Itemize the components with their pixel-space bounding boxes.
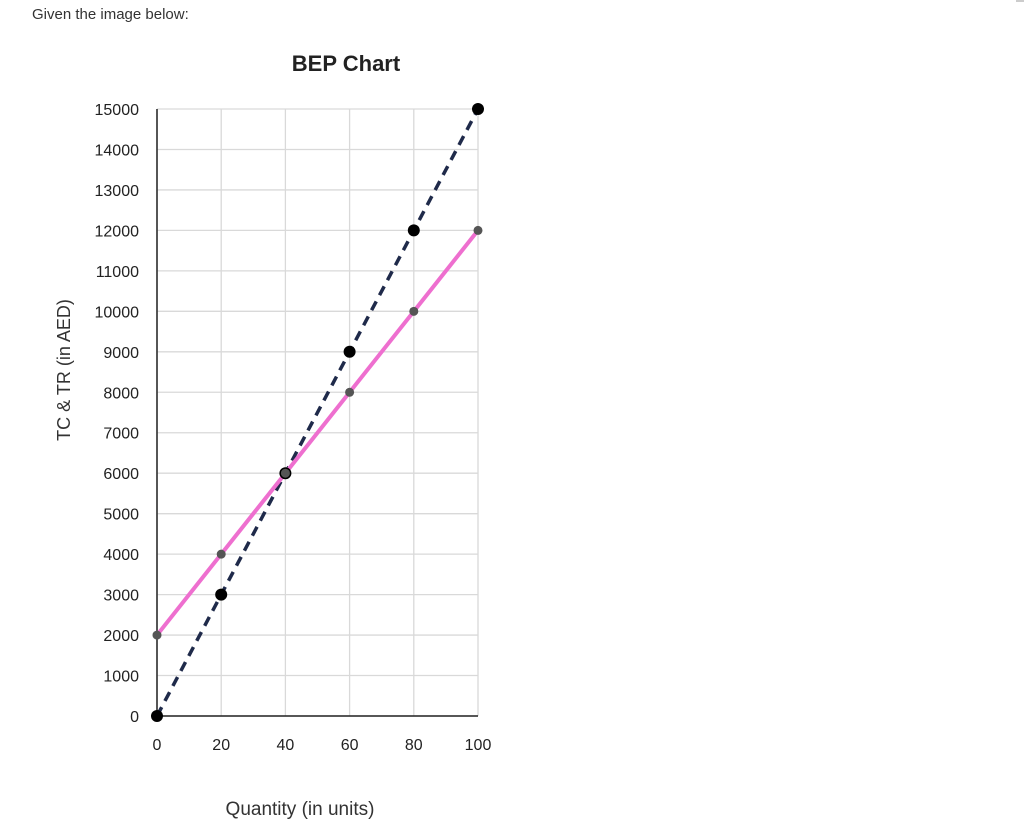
y-tick-label: 0 — [130, 709, 139, 726]
x-tick-label: 80 — [405, 737, 423, 754]
data-point-tc — [473, 225, 483, 235]
data-point-tr — [151, 710, 163, 722]
chart-axes — [156, 109, 478, 717]
data-point-tc — [409, 306, 419, 316]
x-axis-label: Quantity (in units) — [226, 799, 375, 820]
y-tick-label: 4000 — [103, 547, 139, 564]
data-point-tr — [215, 588, 228, 601]
y-tick-label: 14000 — [95, 142, 140, 159]
chart-tick-labels: 0100020003000400050006000700080009000100… — [95, 102, 492, 754]
series-line-tr — [155, 108, 480, 717]
data-point-tr — [472, 103, 484, 115]
y-tick-label: 15000 — [95, 102, 140, 119]
y-tick-label: 11000 — [96, 264, 139, 281]
y-tick-label: 13000 — [95, 183, 140, 200]
x-tick-label: 0 — [153, 737, 162, 754]
y-tick-label: 2000 — [103, 628, 139, 645]
x-tick-label: 60 — [341, 737, 359, 754]
data-point-tc — [345, 387, 355, 397]
data-point-tc — [152, 630, 162, 640]
y-tick-label: 7000 — [103, 426, 139, 443]
x-tick-label: 20 — [212, 737, 230, 754]
chart-title: BEP Chart — [292, 51, 401, 76]
chart-series-lines — [155, 108, 480, 717]
chart-grid — [156, 108, 479, 717]
chart-series-markers — [151, 103, 484, 722]
y-tick-label: 10000 — [95, 304, 140, 321]
x-tick-label: 100 — [465, 737, 492, 754]
y-axis-label: TC & TR (in AED) — [54, 299, 74, 441]
question-intro-text: Given the image below: — [32, 6, 189, 23]
data-point-tc — [216, 549, 226, 559]
y-tick-label: 6000 — [103, 466, 139, 483]
data-point-tr — [407, 224, 420, 237]
data-point-tc — [280, 468, 290, 478]
y-tick-label: 3000 — [103, 588, 139, 605]
y-tick-label: 9000 — [103, 345, 139, 362]
data-point-tr — [343, 345, 356, 358]
y-tick-label: 1000 — [103, 669, 139, 686]
y-tick-label: 8000 — [103, 385, 139, 402]
y-tick-label: 12000 — [95, 223, 140, 240]
scrollbar-edge — [1016, 0, 1024, 2]
x-tick-label: 40 — [277, 737, 295, 754]
y-tick-label: 5000 — [103, 507, 139, 524]
series-line-tc — [155, 229, 480, 637]
